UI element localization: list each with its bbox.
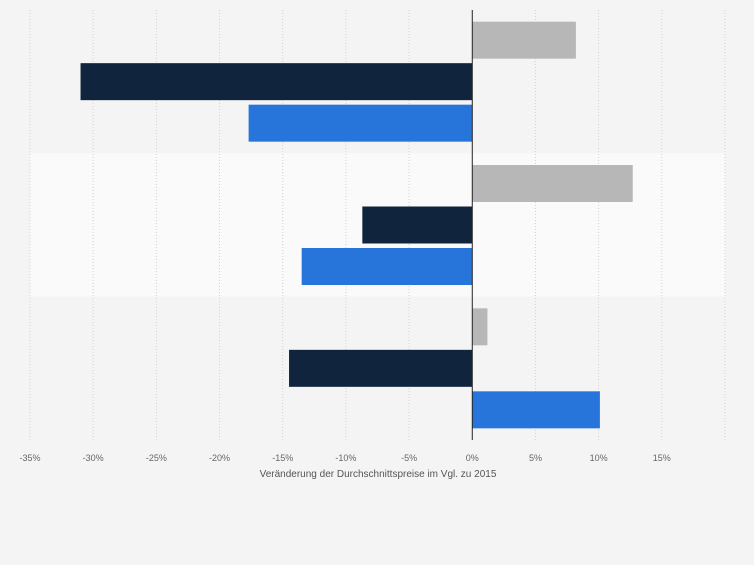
bar — [472, 308, 487, 345]
bar — [362, 207, 472, 244]
bar — [472, 22, 576, 59]
bar — [81, 63, 473, 100]
bar — [289, 350, 472, 387]
bar — [249, 105, 473, 142]
x-tick-label: 10% — [590, 453, 608, 463]
bar — [472, 391, 600, 428]
x-tick-label: -20% — [209, 453, 230, 463]
x-tick-label: -10% — [335, 453, 356, 463]
bar — [472, 165, 632, 202]
x-tick-label: -15% — [272, 453, 293, 463]
x-tick-label: -35% — [19, 453, 40, 463]
x-tick-label: -5% — [401, 453, 417, 463]
x-tick-label: -25% — [146, 453, 167, 463]
bar — [302, 248, 473, 285]
x-tick-label: -30% — [83, 453, 104, 463]
x-axis-label: Veränderung der Durchschnittspreise im V… — [260, 469, 497, 480]
x-tick-labels: -35% -30% -25% -20% -15% -10% -5% 0% 5% 10% 15% — [19, 453, 670, 463]
x-tick-label: 15% — [653, 453, 671, 463]
x-tick-label: 5% — [529, 453, 542, 463]
x-tick-label: 0% — [466, 453, 479, 463]
